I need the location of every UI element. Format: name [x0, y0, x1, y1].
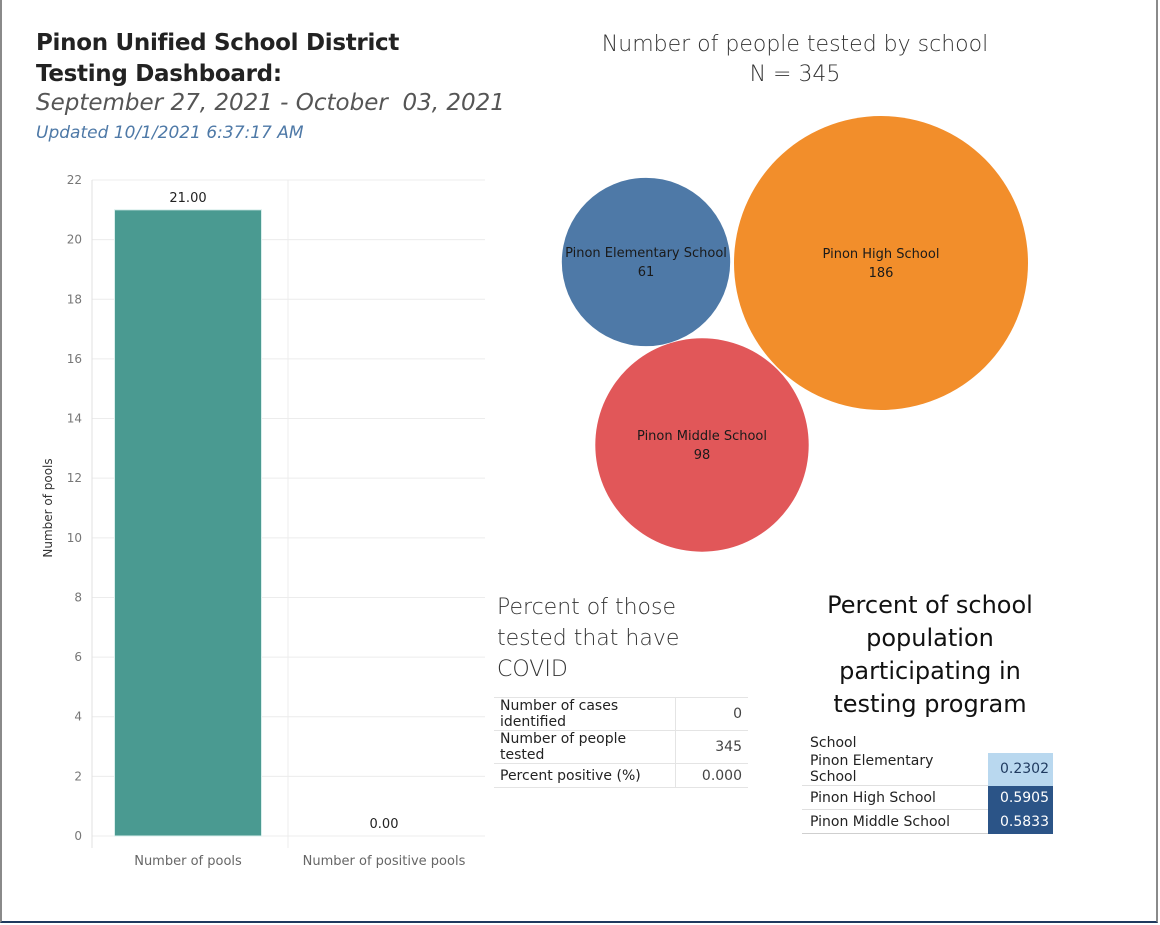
bubble: [734, 116, 1028, 410]
y-tick-label: 8: [74, 590, 82, 604]
bubble-label: Pinon Elementary School: [565, 246, 727, 261]
participation-table: Pinon Elementary School 0.2302 Pinon Hig…: [802, 753, 1053, 834]
school-name: Pinon Elementary School: [802, 753, 988, 786]
y-tick-label: 4: [74, 710, 82, 724]
bubble-chart-title-text: Number of people tested by school: [601, 32, 989, 57]
bubble-label: Pinon Middle School: [637, 429, 767, 444]
data-label: 0.00: [370, 817, 399, 832]
y-axis-label: Number of pools: [41, 458, 55, 557]
bubble-label: Pinon High School: [823, 247, 940, 262]
participation-value: 0.5905: [988, 785, 1053, 810]
updated-timestamp: Updated 10/1/2021 6:37:17 AM: [36, 123, 304, 143]
tested-value: 345: [675, 730, 748, 764]
tested-by-school-bubble-chart: Pinon Elementary School 61 Pinon High Scho…: [561, 116, 1028, 552]
table-row: Pinon Middle School 0.5833: [802, 809, 1053, 834]
y-tick-label: 16: [67, 352, 82, 366]
y-tick-label: 22: [67, 173, 82, 187]
pools-bar-chart: 0 2 4 6 8 10 12 14 16 18 20 22 Number of pools 21.00 N…: [41, 173, 485, 869]
bubble: [595, 338, 809, 552]
table-row: Number of cases identified 0: [494, 697, 748, 731]
bubble: [561, 177, 731, 347]
participation-column-header: School: [810, 735, 857, 751]
dashboard-title: Pinon Unified School District Testing Da…: [36, 30, 400, 87]
table-row: Pinon High School 0.5905: [802, 785, 1053, 810]
table-row: Percent positive (%) 0.000: [494, 763, 748, 788]
percent-positive-label: Percent positive (%): [500, 767, 641, 784]
school-name: Pinon Middle School: [802, 809, 988, 834]
percent-covid-title: Percent of those tested that have COVID: [497, 595, 680, 682]
participation-value: 0.2302: [988, 753, 1053, 786]
y-tick-label: 10: [67, 531, 82, 545]
data-label: 21.00: [169, 191, 206, 206]
y-tick-label: 0: [74, 829, 82, 843]
cases-value: 0: [675, 697, 748, 731]
percent-positive-value: 0.000: [675, 763, 748, 788]
participation-value: 0.5833: [988, 809, 1053, 834]
cases-table: Number of cases identified 0 Number of p…: [494, 697, 748, 788]
table-row: Pinon Elementary School 0.2302: [802, 753, 1053, 786]
x-tick-label: Number of positive pools: [303, 854, 466, 869]
tested-label: Number of people tested: [500, 731, 627, 763]
bubble-value: 61: [638, 265, 655, 280]
bubble-chart-subtitle: N = 345: [749, 62, 841, 87]
cases-label: Number of cases identified: [500, 698, 619, 730]
bubble-chart-title: Number of people tested by school N = 34…: [560, 30, 1030, 90]
y-tick-label: 2: [74, 769, 82, 783]
bubble-value: 186: [869, 266, 894, 281]
bar: [114, 209, 262, 837]
y-tick-label: 6: [74, 650, 82, 664]
date-range: September 27, 2021 - October 03, 2021: [36, 90, 505, 116]
school-name: Pinon High School: [802, 785, 988, 810]
participation-title: Percent of school population participati…: [827, 591, 1033, 718]
y-tick-label: 20: [67, 233, 82, 247]
table-row: Number of people tested 345: [494, 730, 748, 764]
x-tick-label: Number of pools: [134, 854, 242, 869]
y-tick-label: 18: [67, 292, 82, 306]
y-tick-label: 12: [67, 471, 82, 485]
y-tick-label: 14: [67, 412, 82, 426]
bubble-value: 98: [694, 448, 711, 463]
